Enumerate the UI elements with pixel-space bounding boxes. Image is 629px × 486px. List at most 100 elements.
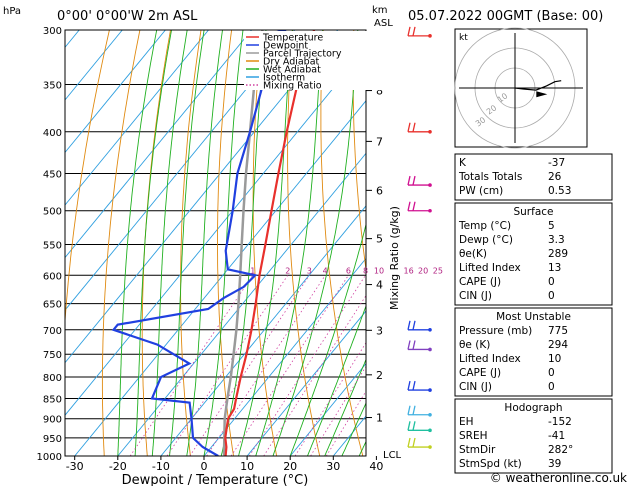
wind-barb-flag [407,421,411,431]
isotherm-line [289,362,366,456]
temperature-line [224,30,316,456]
wind-barb-dot [428,208,432,213]
wind-barbs [407,26,432,449]
legend-label: Temperature [262,33,323,44]
mixing-ratio-line [294,342,366,456]
index-value: 3.3 [548,234,565,246]
isotherm-line [117,152,366,456]
hodograph-trace [514,80,562,91]
pressure-tick-label: 1000 [37,452,62,463]
mixing-ratio-label: 2 [285,266,290,275]
x-tick-label: 0 [201,460,208,473]
index-label: Lifted Index [459,262,521,274]
pressure-tick-label: 450 [43,169,62,180]
mixing-ratio-line [263,294,366,456]
index-label: θe (K) [459,339,490,351]
dry-adiabat-line [101,30,141,456]
location-label: 0°00' 0°00'W 2m ASL [57,9,198,24]
index-label: PW (cm) [459,185,503,197]
dry-adiabat-line [352,30,366,273]
wet-adiabat-line [306,304,366,456]
footer-credit: © weatheronline.co.uk [490,471,627,485]
legend-label: Parcel Trajectory [263,49,342,60]
index-value: 39 [548,458,561,470]
wind-barb [407,320,432,332]
index-value: 289 [548,248,568,260]
index-label: StmSpd (kt) [459,458,522,470]
wet-adiabat-line [117,30,158,456]
wind-barb-flag [407,380,411,391]
isotherm-line [65,30,80,49]
hpa-unit-label: hPa [3,6,21,17]
index-value: 10 [548,353,561,365]
mixing-ratio-line [189,275,310,456]
index-label: Dewp (°C) [459,234,513,246]
isotherm-line [160,205,366,456]
wind-barb [407,201,432,213]
wet-adiabat-line [134,30,172,456]
km-tick-label: 1 [376,412,383,425]
pressure-tick-label: 700 [43,326,62,337]
mixing-ratio-label: 16 [404,266,414,275]
wind-barb-dot [428,428,432,433]
wet-adiabat-line [186,30,223,456]
x-tick-label: -10 [152,460,170,473]
wind-barb-flag [412,122,416,132]
x-tick-label: 30 [326,460,340,473]
x-tick-label: 40 [369,460,383,473]
wind-barb-dot [428,388,432,392]
isotherm-line [65,30,252,259]
wind-barb [407,421,432,433]
index-label: StmDir [459,444,496,456]
wind-barb [407,437,432,449]
isotherm-line [246,310,366,456]
axes: 3003504004505005506006507007508008509009… [37,26,402,473]
legend-label: Isotherm [263,73,305,84]
index-value: 13 [548,262,561,274]
wet-adiabat-line [203,30,244,456]
legend-label: Mixing Ratio [263,81,322,92]
pressure-tick-label: 950 [43,434,62,445]
index-label: CAPE (J) [459,276,501,288]
plot-frame [64,29,367,457]
pressure-tick-label: 300 [43,26,62,37]
pressure-tick-label: 900 [43,415,62,426]
wind-barb-flag [412,26,416,36]
mixing-ratio-label: 20 [418,266,428,275]
index-value: 282° [548,444,573,456]
mixing-ratio-labels: 1 2 3 4 6 8 10 16 20 25 [250,266,443,275]
dry-adiabat-line [65,30,110,328]
indices-box-title: Hodograph [504,402,562,414]
km-tick-label: 2 [376,369,383,382]
index-value: 775 [548,325,568,337]
legend-label: Dry Adiabat [263,57,320,68]
wind-barb [407,175,432,187]
isotherm-line [65,47,366,416]
index-value: -152 [548,416,572,428]
isotherm-line [65,30,166,154]
mixing-ratio-line [129,275,254,456]
indices-table: K -37 Totals Totals 26 PW (cm) 0.53 SurfaceTem… [454,153,613,474]
index-label: EH [459,416,474,428]
wind-barb-flag [412,405,416,415]
wet-adiabat-line [255,30,324,456]
parcel-trajectory-line [222,30,264,456]
indices-box [454,153,613,201]
index-value: 5 [548,220,555,232]
legend-label: Wet Adiabat [263,65,321,76]
pressure-tick-label: 400 [43,128,62,139]
x-axis-title: Dewpoint / Temperature (°C) [122,473,309,486]
mixing-ratio-label: 10 [374,266,384,275]
wet-adiabat-line [151,30,188,456]
wind-barb [407,380,432,392]
pressure-tick-label: 350 [43,81,62,92]
index-label: K [459,157,467,169]
isotherm-line [65,30,209,206]
index-label: Pressure (mb) [459,325,532,337]
index-value: 0 [548,367,555,379]
x-tick-label: 20 [283,460,297,473]
wind-barb-flag [407,26,411,36]
index-label: CAPE (J) [459,367,501,379]
km-tick-label: 3 [376,324,383,337]
mixing-ratio-line [248,275,366,456]
